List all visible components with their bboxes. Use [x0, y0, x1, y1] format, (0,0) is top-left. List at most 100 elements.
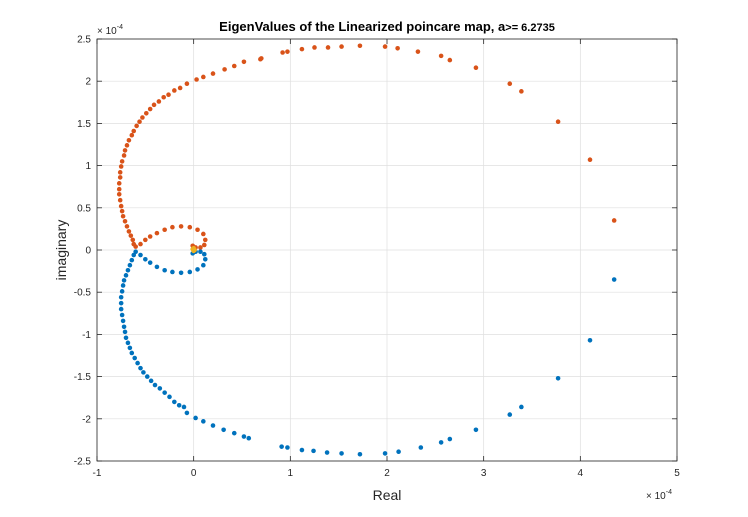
series-1-point-16: [285, 445, 290, 450]
series-0-point-52: [118, 203, 124, 209]
series-1-point-65: [178, 270, 184, 276]
series-0-point-65: [154, 230, 160, 236]
series-0-point-4: [507, 81, 513, 87]
series-1-point-15: [299, 447, 305, 453]
series-1-point-30: [162, 390, 167, 395]
series-1-point-19: [241, 434, 247, 439]
series-0-point-14: [312, 45, 317, 50]
series-0-point-5: [473, 65, 479, 70]
series-0-point-46: [117, 170, 123, 175]
series-0-point-57: [126, 229, 132, 234]
series-1-point-46: [119, 312, 125, 318]
y-tick-label-7: 1: [85, 161, 91, 172]
series-1-point-61: [147, 260, 153, 265]
series-1-point-22: [210, 423, 216, 428]
series-1-point-68: [201, 262, 206, 268]
series-0-point-40: [126, 137, 132, 143]
series-0-point-15: [299, 46, 305, 52]
series-1-point-54: [125, 267, 131, 273]
x-tick-label-0: -1: [93, 468, 102, 479]
series-0-point-70: [195, 227, 200, 233]
series-0-point-22: [222, 67, 227, 72]
series-0-point-68: [178, 224, 184, 229]
series-0-point-32: [151, 102, 157, 108]
series-1-point-24: [193, 415, 198, 421]
y-tick-label-4: -0.5: [74, 288, 92, 299]
series-0-point-47: [117, 175, 123, 180]
series-0-point-26: [184, 81, 190, 87]
series-1-point-60: [143, 256, 148, 262]
series-0-point-21: [231, 63, 237, 69]
y-tick-label-5: 0: [85, 246, 91, 257]
series-0-point-30: [161, 94, 166, 100]
x-tick-label-1: 0: [191, 468, 197, 479]
series-1-point-52: [121, 278, 127, 283]
series-0-point-24: [201, 74, 206, 80]
series-0-point-61: [133, 244, 138, 249]
series-0-point-44: [119, 159, 125, 164]
series-1-point-42: [123, 335, 129, 341]
series-1-point-3: [519, 404, 524, 410]
series-1-point-58: [133, 249, 138, 254]
data-points: [116, 43, 617, 457]
series-1-point-49: [118, 294, 124, 300]
series-0-point-49: [116, 186, 122, 192]
series-0-point-13: [325, 45, 331, 50]
series-0-point-20: [241, 59, 247, 65]
y-axis-multiplier: × 10-4: [97, 24, 123, 37]
series-1-point-44: [121, 324, 127, 330]
series-1-point-25: [184, 410, 190, 416]
series-1-point-13: [324, 450, 330, 455]
series-1-point-17: [279, 444, 284, 449]
series-0-point-36: [137, 119, 142, 125]
series-1-point-45: [120, 318, 126, 324]
series-1-point-9: [396, 449, 401, 455]
series-1-point-28: [172, 399, 177, 405]
series-0-point-69: [187, 224, 193, 230]
series-0-point-43: [121, 153, 127, 158]
x-tick-label-3: 2: [384, 468, 390, 479]
series-1-point-4: [507, 412, 513, 417]
series-0-point-48: [116, 181, 122, 186]
series-1-point-38: [132, 355, 137, 361]
series-1-point-12: [339, 451, 344, 456]
chart-title-main: EigenValues of the Linearized poincare m…: [219, 19, 506, 34]
series-0-point-23: [210, 71, 216, 76]
series-0-point-11: [357, 43, 363, 49]
series-0-point-62: [138, 241, 143, 247]
y-tick-label-10: 2.5: [77, 35, 91, 46]
series-0-point-16: [285, 49, 290, 54]
series-0-point-71: [201, 231, 206, 237]
series-1-point-21: [221, 427, 226, 433]
series-1-point-10: [382, 451, 388, 456]
series-0-point-66: [162, 227, 167, 233]
series-1-point-18: [246, 435, 252, 441]
series-1-point-26: [181, 404, 187, 410]
series-1-point-29: [167, 394, 172, 400]
series-1-point-40: [127, 345, 133, 351]
series-0-point-2: [555, 119, 561, 125]
y-tick-label-3: -1: [82, 330, 91, 341]
y-tick-label-0: -2.5: [74, 457, 92, 468]
y-tick-label-8: 1.5: [77, 119, 91, 130]
series-1-point-5: [473, 427, 479, 433]
series-0-point-17: [280, 50, 285, 55]
series-1-point-37: [135, 360, 140, 366]
y-tick-label-9: 2: [85, 77, 91, 88]
series-1-point-27: [176, 403, 182, 408]
series-1-point-31: [157, 386, 163, 391]
series-1-point-7: [438, 440, 444, 445]
series-0-point-56: [124, 224, 130, 229]
series-1-point-64: [170, 269, 175, 275]
series-0-point-74: [198, 245, 203, 250]
series-1-point-50: [119, 289, 125, 294]
series-2: [190, 246, 197, 254]
series-0-point-0: [611, 218, 617, 223]
series-0-point-3: [519, 89, 524, 94]
series-0-point-54: [120, 213, 126, 219]
series-0-point-72: [202, 237, 208, 243]
series-1: [118, 249, 617, 457]
x-axis-multiplier: × 10-4: [646, 489, 672, 502]
series-1-point-62: [154, 264, 160, 270]
y-tick-label-1: -2: [82, 414, 91, 425]
